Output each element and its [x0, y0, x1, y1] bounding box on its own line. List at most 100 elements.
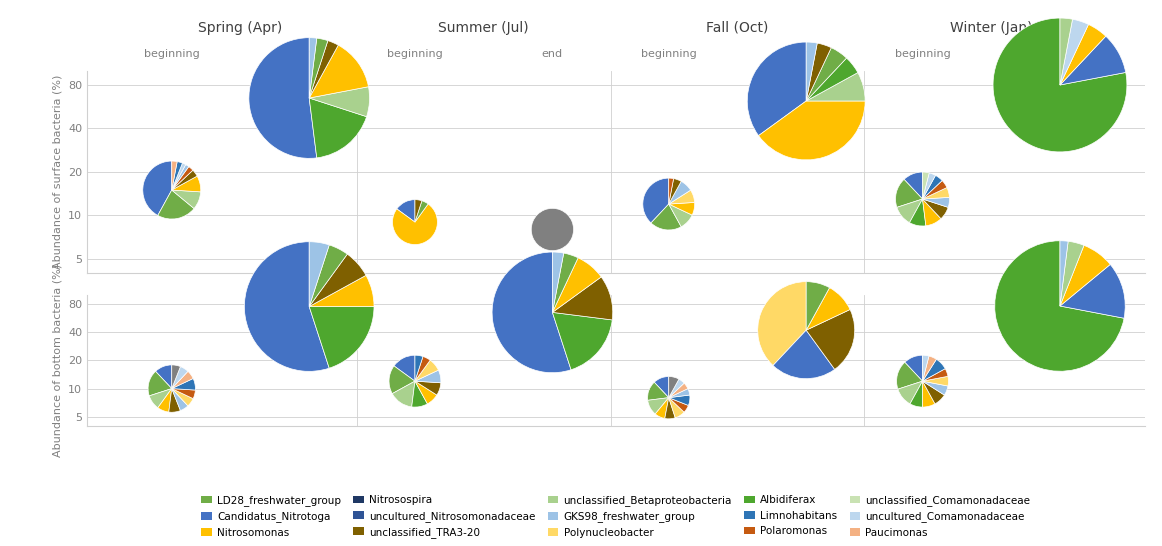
- Wedge shape: [923, 356, 937, 381]
- Text: end: end: [541, 49, 562, 59]
- Wedge shape: [806, 48, 847, 101]
- Wedge shape: [158, 190, 194, 219]
- Wedge shape: [172, 378, 195, 390]
- Wedge shape: [552, 258, 601, 312]
- Wedge shape: [669, 181, 690, 204]
- Wedge shape: [415, 360, 438, 381]
- Wedge shape: [1060, 241, 1068, 306]
- Wedge shape: [669, 397, 688, 412]
- Text: beginning: beginning: [144, 49, 200, 59]
- Wedge shape: [923, 369, 948, 381]
- Wedge shape: [665, 397, 675, 419]
- Wedge shape: [552, 252, 564, 312]
- Text: beginning: beginning: [387, 49, 443, 59]
- Text: beginning: beginning: [641, 49, 696, 59]
- Wedge shape: [806, 288, 851, 330]
- Wedge shape: [896, 179, 923, 207]
- Wedge shape: [172, 389, 195, 399]
- Wedge shape: [389, 366, 415, 394]
- Wedge shape: [415, 381, 440, 395]
- Wedge shape: [172, 365, 180, 389]
- Wedge shape: [309, 245, 347, 306]
- Wedge shape: [923, 381, 945, 404]
- Wedge shape: [923, 173, 935, 199]
- Wedge shape: [393, 204, 437, 245]
- Wedge shape: [806, 58, 858, 101]
- Wedge shape: [651, 204, 681, 230]
- Wedge shape: [172, 389, 188, 411]
- Text: end: end: [1049, 49, 1070, 59]
- Wedge shape: [411, 381, 428, 407]
- Wedge shape: [172, 161, 177, 190]
- Wedge shape: [309, 254, 366, 306]
- Wedge shape: [309, 98, 366, 158]
- Wedge shape: [156, 365, 172, 389]
- Wedge shape: [904, 172, 923, 199]
- Wedge shape: [669, 204, 693, 227]
- Wedge shape: [669, 383, 688, 397]
- Wedge shape: [923, 175, 942, 199]
- Wedge shape: [172, 170, 198, 190]
- Wedge shape: [309, 38, 317, 98]
- Wedge shape: [415, 357, 430, 381]
- Wedge shape: [1060, 19, 1089, 85]
- Wedge shape: [1060, 264, 1125, 318]
- Wedge shape: [1060, 245, 1110, 306]
- Wedge shape: [806, 42, 817, 101]
- Wedge shape: [759, 101, 866, 160]
- Wedge shape: [172, 371, 193, 389]
- Wedge shape: [806, 43, 831, 101]
- Wedge shape: [669, 179, 681, 204]
- Wedge shape: [172, 190, 201, 209]
- Wedge shape: [415, 201, 428, 222]
- Wedge shape: [393, 381, 415, 407]
- Wedge shape: [647, 382, 669, 400]
- Wedge shape: [149, 389, 172, 408]
- Wedge shape: [669, 397, 684, 418]
- Wedge shape: [309, 275, 374, 306]
- Wedge shape: [148, 371, 172, 396]
- Wedge shape: [172, 165, 188, 190]
- Wedge shape: [806, 282, 830, 330]
- Text: beginning: beginning: [895, 49, 951, 59]
- Wedge shape: [143, 161, 172, 216]
- Wedge shape: [910, 199, 926, 226]
- Text: end: end: [299, 49, 320, 59]
- Y-axis label: Abundance of surface bacteria (%): Abundance of surface bacteria (%): [52, 75, 63, 269]
- Wedge shape: [897, 199, 923, 223]
- Wedge shape: [394, 355, 415, 381]
- Wedge shape: [172, 167, 193, 190]
- Wedge shape: [995, 241, 1124, 371]
- Wedge shape: [897, 362, 923, 389]
- Wedge shape: [396, 200, 415, 222]
- Wedge shape: [910, 381, 923, 407]
- Wedge shape: [552, 277, 612, 320]
- Wedge shape: [923, 199, 941, 226]
- Legend: LD28_freshwater_group, Candidatus_Nitrotoga, Nitrosomonas, Nitrosospira, uncultu: LD28_freshwater_group, Candidatus_Nitrot…: [199, 492, 1033, 541]
- Wedge shape: [531, 209, 574, 251]
- Wedge shape: [806, 310, 855, 370]
- Wedge shape: [415, 370, 440, 383]
- Wedge shape: [806, 73, 866, 101]
- Wedge shape: [923, 359, 945, 381]
- Wedge shape: [654, 377, 669, 397]
- Wedge shape: [923, 355, 928, 381]
- Wedge shape: [172, 389, 193, 406]
- Wedge shape: [1060, 36, 1126, 85]
- Text: Fall (Oct): Fall (Oct): [706, 21, 768, 34]
- Text: Summer (Jul): Summer (Jul): [438, 21, 529, 34]
- Wedge shape: [923, 181, 947, 199]
- Wedge shape: [415, 200, 422, 222]
- Wedge shape: [669, 379, 684, 397]
- Wedge shape: [309, 87, 370, 117]
- Wedge shape: [309, 306, 374, 368]
- Wedge shape: [1060, 25, 1106, 85]
- Wedge shape: [655, 397, 669, 418]
- Y-axis label: Abundance of bottom bacteria (%): Abundance of bottom bacteria (%): [52, 264, 63, 457]
- Wedge shape: [1060, 18, 1073, 85]
- Wedge shape: [552, 253, 579, 312]
- Wedge shape: [172, 176, 201, 192]
- Wedge shape: [905, 355, 923, 381]
- Text: Spring (Apr): Spring (Apr): [199, 21, 282, 34]
- Wedge shape: [669, 178, 674, 204]
